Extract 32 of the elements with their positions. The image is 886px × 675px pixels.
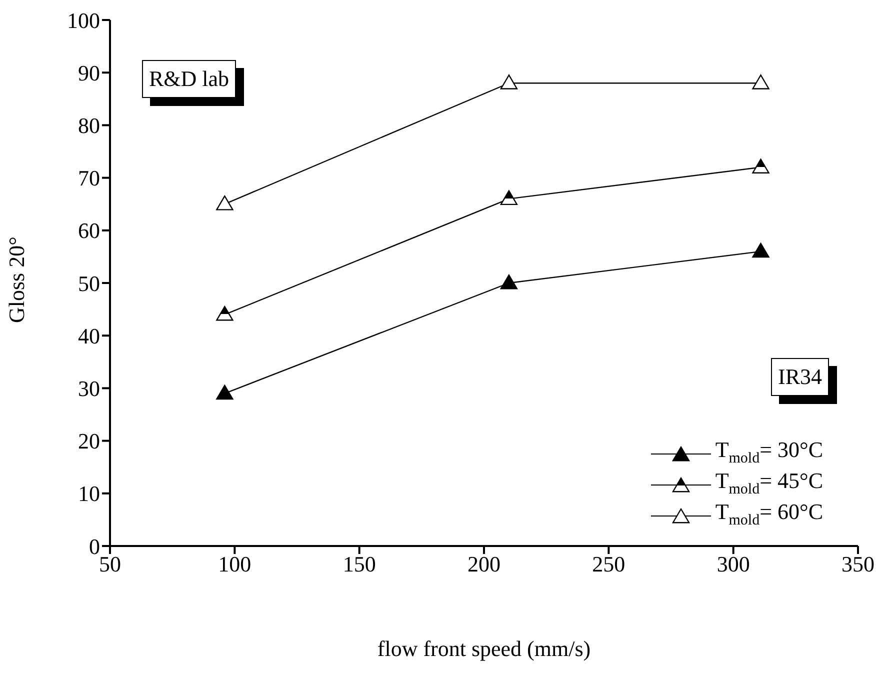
- x-tick-label: 150: [342, 552, 376, 577]
- y-tick-label: 0: [89, 534, 100, 559]
- y-tick-label: 100: [67, 8, 100, 33]
- point: [216, 384, 234, 400]
- point: [216, 306, 234, 321]
- x-tick-label: 250: [592, 552, 626, 577]
- y-tick-label: 70: [78, 166, 100, 191]
- x-tick-label: 50: [99, 552, 121, 577]
- y-tick-label: 30: [78, 376, 100, 402]
- point: [500, 274, 518, 290]
- legend-label: T$_{mold}$= 60°C: [715, 499, 823, 529]
- point: [752, 242, 770, 258]
- y-tick-label: 80: [78, 113, 100, 138]
- y-tick-label: 90: [78, 60, 100, 86]
- point: [752, 74, 770, 90]
- y-tick-label: 60: [78, 218, 100, 244]
- point: [752, 158, 770, 174]
- point: [500, 190, 518, 206]
- y-tick-label: 40: [78, 323, 100, 348]
- y-tick-label: 50: [78, 270, 100, 296]
- point: [500, 74, 518, 90]
- point: [216, 196, 234, 210]
- x-axis-title: flow front speed (mm/s): [377, 636, 591, 661]
- x-tick-label: 100: [218, 552, 252, 577]
- legend-label: T$_{mold}$= 45°C: [715, 468, 823, 498]
- x-tick-label: 200: [468, 552, 500, 577]
- y-tick-label: 10: [78, 481, 100, 506]
- x-tick-label: 300: [716, 552, 750, 577]
- legend-label: T$_{mold}$= 30°C: [715, 437, 823, 467]
- y-axis-title: Gloss 20°: [4, 236, 29, 323]
- y-tick-label: 20: [78, 428, 100, 454]
- x-tick-label: 350: [842, 552, 874, 577]
